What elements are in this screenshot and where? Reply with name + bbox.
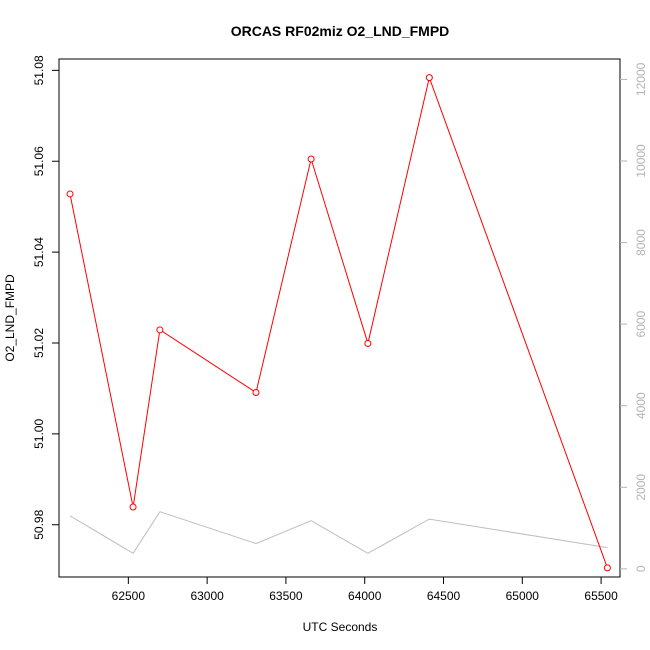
y-tick-label-5: 51.08	[32, 55, 46, 85]
y-axis-label: O2_LND_FMPD	[3, 274, 17, 362]
series-primary-point-1	[129, 503, 137, 511]
x-tick-label-6: 65500	[584, 589, 618, 603]
plot-frame	[58, 58, 621, 578]
x-tick-label-3: 64000	[348, 589, 382, 603]
x-axis: 62500 63000 63500 64000 64500 65000 65500	[112, 577, 618, 603]
x-tick-label-5: 65000	[506, 589, 540, 603]
series-primary-line	[69, 75, 608, 569]
series-primary-point-3	[252, 389, 260, 397]
x-tick-label-0: 62500	[112, 589, 146, 603]
x-tick-label-1: 63000	[190, 589, 224, 603]
series-primary-point-4	[307, 155, 315, 163]
y-axis-right: 0 2000 4000 6000 8000 10000 12000	[620, 62, 648, 572]
series-primary-point-7	[603, 564, 611, 572]
series-primary-point-0	[66, 190, 74, 198]
y-tick-label-2: 51.02	[32, 328, 46, 358]
x-tick-label-2: 63500	[269, 589, 303, 603]
y2-tick-label-2: 4000	[634, 392, 648, 419]
y2-tick-label-1: 2000	[634, 474, 648, 501]
y2-tick-label-6: 12000	[634, 62, 648, 96]
chart-title: ORCAS RF02miz O2_LND_FMPD	[231, 23, 450, 39]
y2-tick-label-5: 10000	[634, 144, 648, 178]
y2-tick-label-0: 0	[634, 565, 648, 572]
series-primary-point-2	[156, 326, 164, 334]
y-tick-label-0: 50.98	[32, 509, 46, 539]
y-tick-label-4: 51.06	[32, 146, 46, 176]
series-primary-point-5	[364, 339, 372, 347]
series-primary-point-6	[425, 74, 433, 82]
y-tick-label-3: 51.04	[32, 237, 46, 267]
y2-tick-label-4: 8000	[634, 229, 648, 256]
series-secondary-line	[69, 511, 608, 554]
y-axis-left: 50.98 51.00 51.02 51.04 51.06 51.08	[32, 55, 59, 540]
x-tick-label-4: 64500	[427, 589, 461, 603]
y-tick-label-1: 51.00	[32, 419, 46, 449]
y2-tick-label-3: 6000	[634, 310, 648, 337]
x-axis-label: UTC Seconds	[303, 620, 378, 634]
series-layer	[66, 74, 611, 572]
